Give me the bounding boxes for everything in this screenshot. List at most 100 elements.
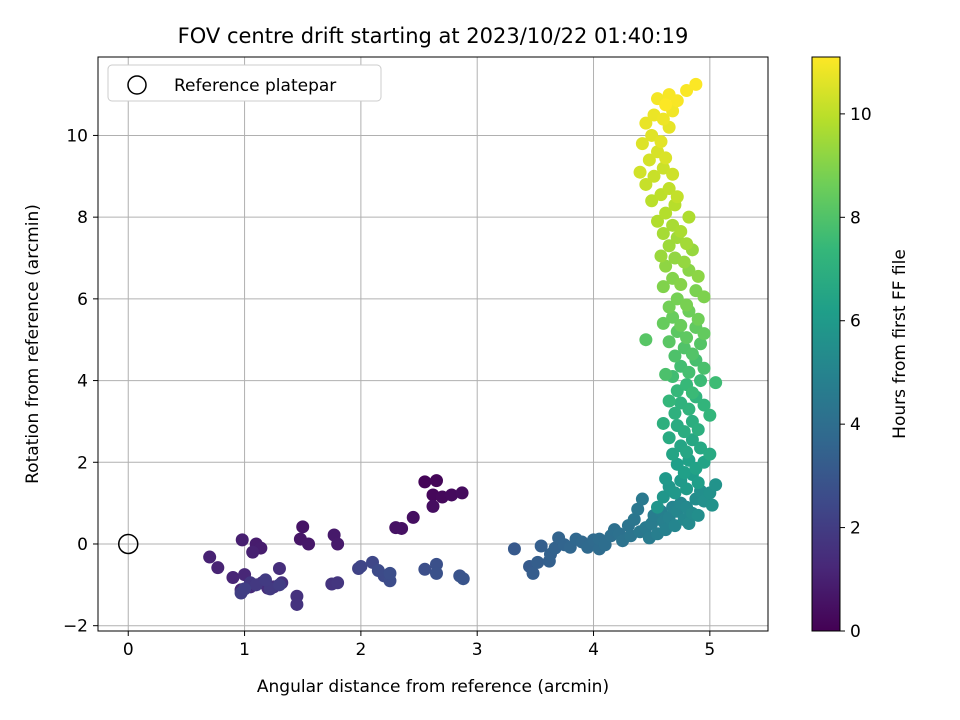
data-point — [694, 441, 708, 455]
data-point — [371, 564, 385, 578]
data-point — [426, 499, 440, 513]
colorbar-tick-label: 6 — [850, 312, 861, 332]
plot-frame — [97, 56, 769, 632]
data-point — [697, 327, 711, 341]
data-point — [659, 259, 673, 273]
data-point — [691, 312, 705, 326]
y-tick-label: 6 — [77, 290, 88, 310]
data-point — [682, 402, 696, 416]
data-point — [666, 167, 680, 181]
data-point — [656, 490, 670, 504]
data-point — [647, 169, 661, 183]
data-point — [627, 512, 641, 526]
data-point — [331, 537, 345, 551]
data-point — [680, 331, 694, 345]
data-point — [406, 510, 420, 524]
data-point — [666, 447, 680, 461]
data-point — [445, 488, 459, 502]
colorbar — [811, 56, 841, 632]
data-point — [697, 398, 711, 412]
data-point — [639, 177, 653, 191]
data-point — [650, 500, 664, 514]
data-point — [429, 474, 443, 488]
data-point — [639, 116, 653, 130]
legend-entry: Reference platepar — [174, 76, 336, 96]
data-point — [235, 533, 249, 547]
y-tick-label: 4 — [77, 372, 88, 392]
x-axis-label: Angular distance from reference (arcmin) — [257, 677, 609, 697]
data-point — [656, 226, 670, 240]
data-point — [694, 337, 708, 351]
colorbar-tick-label: 10 — [850, 105, 872, 125]
data-point — [668, 406, 682, 420]
data-point — [691, 508, 705, 522]
data-point — [354, 559, 368, 573]
data-point — [418, 562, 432, 576]
data-point — [691, 269, 705, 283]
y-tick-label: 2 — [77, 453, 88, 473]
legend-box — [107, 64, 382, 102]
data-point — [674, 318, 688, 332]
data-point — [680, 84, 694, 98]
data-point — [685, 347, 699, 361]
x-tick-label: 3 — [472, 640, 483, 660]
data-point — [682, 210, 696, 224]
data-point — [691, 423, 705, 437]
data-point — [659, 472, 673, 486]
y-axis-label: Rotation from reference (arcmin) — [23, 204, 43, 484]
data-point — [680, 445, 694, 459]
x-tick-label: 1 — [239, 640, 250, 660]
y-tick-label: 10 — [66, 126, 88, 146]
data-point — [709, 478, 723, 492]
data-point — [668, 519, 682, 533]
data-point — [656, 416, 670, 430]
data-point — [697, 361, 711, 375]
x-axis-ticks: 0 1 2 3 4 5 — [123, 631, 715, 660]
data-point — [694, 374, 708, 388]
data-point — [656, 316, 670, 330]
data-point — [685, 386, 699, 400]
data-point — [389, 521, 403, 535]
data-point — [272, 578, 286, 592]
data-point — [705, 498, 719, 512]
data-point — [642, 153, 656, 167]
data-point — [666, 310, 680, 324]
data-point — [703, 408, 717, 422]
data-point — [654, 135, 668, 149]
data-point — [703, 447, 717, 461]
data-point — [689, 77, 703, 91]
data-point — [290, 597, 304, 611]
legend: Reference platepar — [107, 64, 382, 102]
data-point — [682, 365, 696, 379]
colorbar-tick-label: 4 — [850, 415, 861, 435]
data-point — [685, 433, 699, 447]
data-point — [455, 486, 469, 500]
x-tick-label: 2 — [355, 640, 366, 660]
data-point — [674, 224, 688, 238]
colorbar-tick-label: 8 — [850, 208, 861, 228]
data-point — [662, 182, 676, 196]
x-tick-label: 5 — [704, 640, 715, 660]
data-point — [654, 249, 668, 263]
data-point — [659, 367, 673, 381]
y-tick-label: −2 — [63, 617, 88, 637]
data-point — [429, 557, 443, 571]
data-point — [429, 566, 443, 580]
data-point — [656, 280, 670, 294]
colorbar-tick-label: 0 — [850, 622, 861, 642]
data-point — [272, 561, 286, 575]
data-point — [656, 112, 670, 126]
data-point — [697, 290, 711, 304]
data-point — [259, 573, 272, 587]
data-point — [668, 486, 682, 500]
data-point — [662, 335, 676, 349]
data-point — [662, 239, 676, 253]
y-axis-ticks: −2 0 2 4 6 8 10 — [63, 126, 98, 637]
data-point — [680, 237, 694, 251]
data-point — [456, 572, 470, 586]
data-point — [645, 128, 659, 142]
data-point — [682, 517, 696, 531]
data-point — [631, 502, 645, 516]
data-point — [659, 98, 673, 112]
data-point — [670, 384, 684, 398]
